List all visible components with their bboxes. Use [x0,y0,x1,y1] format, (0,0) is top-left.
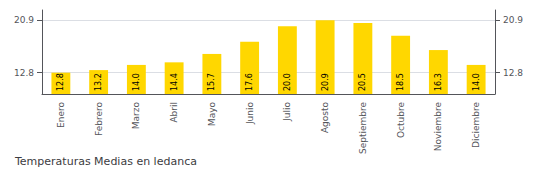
svg-text:20.0: 20.0 [283,73,292,91]
svg-text:12.8: 12.8 [503,68,523,78]
svg-text:12.8: 12.8 [56,73,65,91]
svg-text:Temperaturas Medias en ledanca: Temperaturas Medias en ledanca [14,155,197,168]
svg-text:14.4: 14.4 [170,73,179,91]
svg-text:20.9: 20.9 [503,15,523,25]
svg-text:Enero: Enero [56,102,66,128]
svg-text:Febrero: Febrero [94,102,104,136]
svg-text:Diciembre: Diciembre [471,102,481,148]
svg-text:20.9: 20.9 [321,73,330,91]
svg-text:20.5: 20.5 [358,73,367,91]
svg-text:Junio: Junio [245,102,255,126]
svg-text:12.8: 12.8 [14,68,34,78]
svg-text:Mayo: Mayo [207,102,217,127]
svg-text:18.5: 18.5 [396,73,405,91]
svg-text:Octubre: Octubre [396,102,406,138]
svg-text:15.7: 15.7 [207,73,216,91]
svg-text:Septiembre: Septiembre [358,102,368,155]
svg-text:14.0: 14.0 [472,73,481,91]
svg-text:14.0: 14.0 [132,73,141,91]
svg-text:13.2: 13.2 [94,73,103,91]
svg-text:Marzo: Marzo [131,102,141,130]
svg-text:Abril: Abril [169,102,179,123]
svg-text:16.3: 16.3 [434,73,443,91]
svg-text:20.9: 20.9 [14,15,34,25]
svg-text:17.6: 17.6 [245,73,254,91]
svg-text:Julio: Julio [282,102,292,122]
svg-text:Agosto: Agosto [320,102,330,134]
svg-text:Noviembre: Noviembre [433,102,443,152]
